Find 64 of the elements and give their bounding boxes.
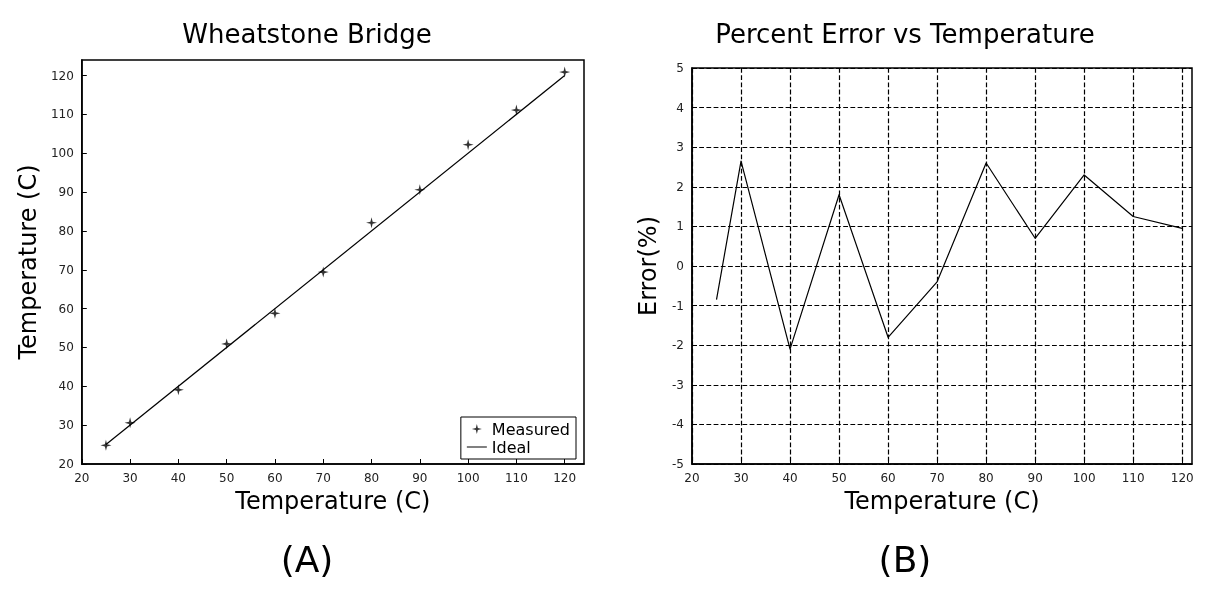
x-tick-label: 60 <box>880 471 896 485</box>
x-tick-label: 80 <box>978 471 994 485</box>
y-tick-label: 120 <box>50 68 74 83</box>
y-tick-label: -3 <box>672 377 684 392</box>
point <box>317 266 329 278</box>
y-axis-title: Temperature (C) <box>14 164 42 361</box>
y-tick-label: -1 <box>672 298 684 313</box>
y-tick-label: -5 <box>672 457 684 471</box>
x-tick-label: 40 <box>170 471 187 485</box>
x-tick-label: 30 <box>122 471 138 485</box>
text: (B) <box>878 538 932 580</box>
y-tick-label: 100 <box>50 146 74 161</box>
y-tick-label: 80 <box>58 223 74 238</box>
x-axis-title: Temperature (C) <box>843 486 1040 515</box>
point <box>559 66 571 78</box>
y-tick-label: 50 <box>58 340 74 355</box>
y-tick-label: 5 <box>676 61 684 75</box>
x-tick-label: 40 <box>782 471 798 485</box>
point <box>462 139 474 151</box>
x-tick-label: 100 <box>456 471 480 485</box>
point <box>366 217 378 229</box>
y-tick-label: 20 <box>58 457 74 471</box>
x-tick-label: 110 <box>1121 471 1145 485</box>
x-tick-label: 70 <box>929 471 945 485</box>
x-tick-label: 50 <box>831 471 847 485</box>
y-tick-label: -4 <box>672 417 684 432</box>
x-tick-label: 100 <box>1072 471 1096 485</box>
x-tick-label: 60 <box>267 471 283 485</box>
y-tick-label: -2 <box>672 338 684 353</box>
point <box>100 439 112 451</box>
x-axis-title: Temperature (C) <box>234 486 431 515</box>
y-tick-label: 4 <box>676 100 684 115</box>
x-tick-label: 30 <box>733 471 749 485</box>
y-tick-label: 1 <box>676 219 684 234</box>
x-tick-label: 90 <box>1027 471 1043 485</box>
chart-title: Wheatstone Bridge <box>182 19 432 49</box>
y-tick-label: 0 <box>676 259 684 273</box>
y-axis-title: Error(%) <box>634 215 662 317</box>
y-tick-label: 110 <box>50 107 74 122</box>
x-tick-label: 90 <box>412 471 428 485</box>
y-tick-label: 2 <box>676 179 684 194</box>
point <box>221 338 233 350</box>
point <box>510 104 522 116</box>
point <box>124 417 136 429</box>
point <box>269 307 281 319</box>
x-tick-label: 120 <box>553 471 577 485</box>
x-tick-label: 50 <box>219 471 235 485</box>
point <box>414 184 426 196</box>
y-tick-label: 90 <box>58 185 74 200</box>
y-tick-label: 40 <box>58 379 74 394</box>
chart-title: Percent Error vs Temperature <box>715 19 1095 49</box>
y-tick-label: 30 <box>58 418 74 433</box>
x-tick-label: 70 <box>315 471 331 485</box>
legend-label: Measured <box>491 419 570 439</box>
x-tick-label: 20 <box>74 471 90 485</box>
y-tick-label: 70 <box>58 262 74 277</box>
y-tick-label: 3 <box>676 140 684 155</box>
x-tick-label: 110 <box>504 471 528 485</box>
y-tick-label: 60 <box>58 301 74 316</box>
text: (A) <box>280 538 334 580</box>
x-tick-label: 120 <box>1170 471 1194 485</box>
legend-label: Ideal <box>491 437 531 457</box>
x-tick-label: 80 <box>363 471 380 485</box>
point <box>172 384 184 396</box>
